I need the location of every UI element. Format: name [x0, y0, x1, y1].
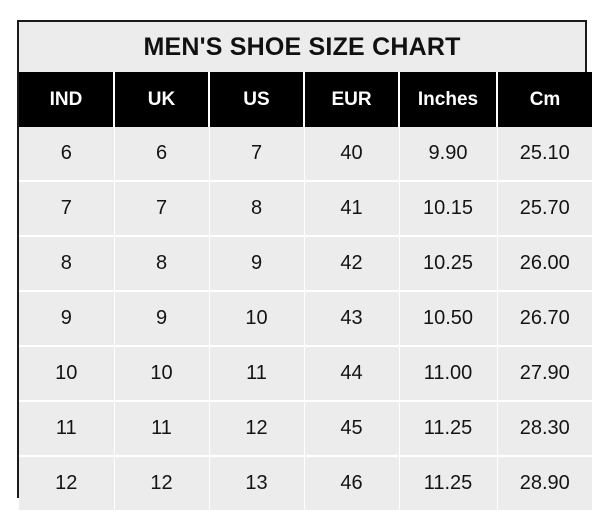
column-header-ind[interactable]: IND [49, 88, 83, 110]
table-row: 7 7 8 41 10.15 25.70 [19, 180, 592, 236]
column-header-cm[interactable]: Cm [496, 72, 592, 127]
cell-inches: 10.15 [398, 180, 497, 236]
column-header-us[interactable]: US [208, 72, 304, 127]
shoe-size-table: IND UK US EUR Inches Cm 6 6 7 40 9.90 25… [19, 72, 592, 510]
cell-inches: 11.00 [398, 345, 497, 401]
cell-eur: 42 [303, 235, 399, 291]
cell-cm: 25.70 [496, 180, 592, 236]
cell-inches: 11.25 [398, 400, 497, 456]
table-body: 6 6 7 40 9.90 25.10 7 7 8 41 10.15 25.70… [19, 127, 592, 510]
table-row: 8 8 9 42 10.25 26.00 [19, 235, 592, 291]
table-header-row: IND UK US EUR Inches Cm [19, 72, 592, 127]
cell-uk: 12 [113, 455, 209, 510]
cell-eur: 43 [303, 290, 399, 346]
column-header-eur[interactable]: EUR [303, 72, 399, 127]
cell-cm: 28.30 [496, 400, 592, 456]
table-row: 6 6 7 40 9.90 25.10 [19, 127, 592, 181]
cell-ind: 9 [19, 290, 114, 346]
cell-ind: 12 [19, 455, 114, 510]
table-row: 10 10 11 44 11.00 27.90 [19, 345, 592, 401]
column-header-uk[interactable]: UK [113, 72, 209, 127]
cell-us: 13 [208, 455, 304, 510]
page-title: MEN'S SHOE SIZE CHART [143, 32, 461, 61]
cell-uk: 9 [113, 290, 209, 346]
cell-uk: 11 [113, 400, 209, 456]
table-row: 11 11 12 45 11.25 28.30 [19, 400, 592, 456]
chart-title-bar: MEN'S SHOE SIZE CHART [19, 22, 585, 72]
table-header: IND UK US EUR Inches Cm [19, 72, 592, 127]
cell-inches: 10.50 [398, 290, 497, 346]
cell-ind: 10 [19, 345, 114, 401]
cell-ind: 11 [19, 400, 114, 456]
cell-eur: 40 [303, 127, 399, 181]
table-row: 12 12 13 46 11.25 28.90 [19, 455, 592, 510]
cell-cm: 26.70 [496, 290, 592, 346]
cell-ind: 8 [19, 235, 114, 291]
cell-uk: 7 [113, 180, 209, 236]
cell-uk: 10 [113, 345, 209, 401]
cell-eur: 45 [303, 400, 399, 456]
cell-eur: 46 [303, 455, 399, 510]
cell-us: 12 [208, 400, 304, 456]
cell-ind: 6 [19, 127, 114, 181]
cell-inches: 9.90 [398, 127, 497, 181]
table-row: 9 9 10 43 10.50 26.70 [19, 290, 592, 346]
cell-inches: 10.25 [398, 235, 497, 291]
cell-eur: 44 [303, 345, 399, 401]
cell-us: 7 [208, 127, 304, 181]
cell-eur: 41 [303, 180, 399, 236]
column-header-inches[interactable]: Inches [398, 72, 497, 127]
cell-ind: 7 [19, 180, 114, 236]
cell-uk: 6 [113, 127, 209, 181]
cell-cm: 25.10 [496, 127, 592, 181]
cell-us: 11 [208, 345, 304, 401]
cell-inches: 11.25 [398, 455, 497, 510]
cell-uk: 8 [113, 235, 209, 291]
cell-us: 10 [208, 290, 304, 346]
cell-cm: 28.90 [496, 455, 592, 510]
cell-cm: 27.90 [496, 345, 592, 401]
cell-us: 8 [208, 180, 304, 236]
cell-us: 9 [208, 235, 304, 291]
cell-cm: 26.00 [496, 235, 592, 291]
size-chart-container: MEN'S SHOE SIZE CHART IND UK US EUR Inch… [17, 20, 592, 510]
